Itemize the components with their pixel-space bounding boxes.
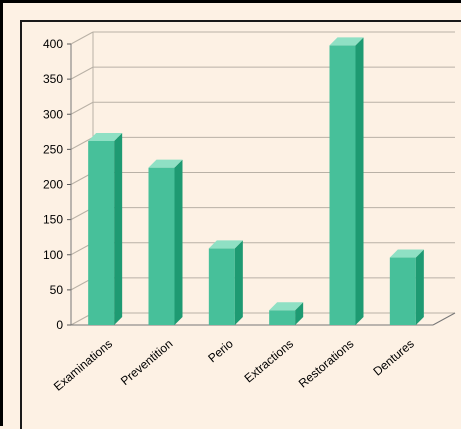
- bar: [269, 310, 296, 325]
- bar: [329, 45, 356, 325]
- gridline-diagonal: [70, 136, 94, 150]
- category-label: Perio: [205, 336, 236, 365]
- bar: [208, 248, 235, 325]
- bar-side: [174, 159, 183, 325]
- bar-side: [355, 37, 364, 325]
- bar-top: [269, 302, 304, 311]
- bar: [389, 257, 416, 325]
- y-tick-label: 200: [43, 178, 63, 192]
- y-tick-label: 250: [43, 142, 63, 156]
- category-label: Extractions: [242, 337, 296, 386]
- bar-top: [88, 132, 123, 141]
- bar: [88, 140, 115, 325]
- category-label: Restorations: [296, 337, 357, 391]
- axes: [67, 43, 456, 326]
- y-tick-label: 400: [43, 37, 63, 51]
- gridline-diagonal: [70, 66, 94, 80]
- y-tick-label: 150: [43, 213, 63, 227]
- floor-edge: [432, 312, 456, 326]
- bar-top: [389, 249, 424, 258]
- bar: [148, 167, 175, 325]
- gridline-diagonal: [70, 101, 94, 115]
- y-tick-label: 0: [56, 318, 63, 332]
- gridline-diagonal: [70, 31, 94, 45]
- chart-inner-frame: [20, 20, 461, 429]
- category-label: Preventition: [118, 337, 176, 388]
- y-tick-label: 50: [50, 283, 64, 297]
- y-tick-label: 100: [43, 248, 63, 262]
- bar-top: [208, 240, 243, 249]
- category-label: Examinations: [51, 337, 115, 394]
- bar-side: [415, 249, 424, 325]
- bars: [88, 37, 424, 325]
- category-label: Dentures: [370, 337, 416, 379]
- bar-top: [148, 159, 183, 168]
- y-tick-label: 350: [43, 72, 63, 86]
- bar-side: [295, 302, 304, 325]
- bar-top: [329, 37, 364, 46]
- bar-side: [114, 132, 123, 325]
- bar-side: [234, 240, 243, 325]
- y-tick-label: 300: [43, 107, 63, 121]
